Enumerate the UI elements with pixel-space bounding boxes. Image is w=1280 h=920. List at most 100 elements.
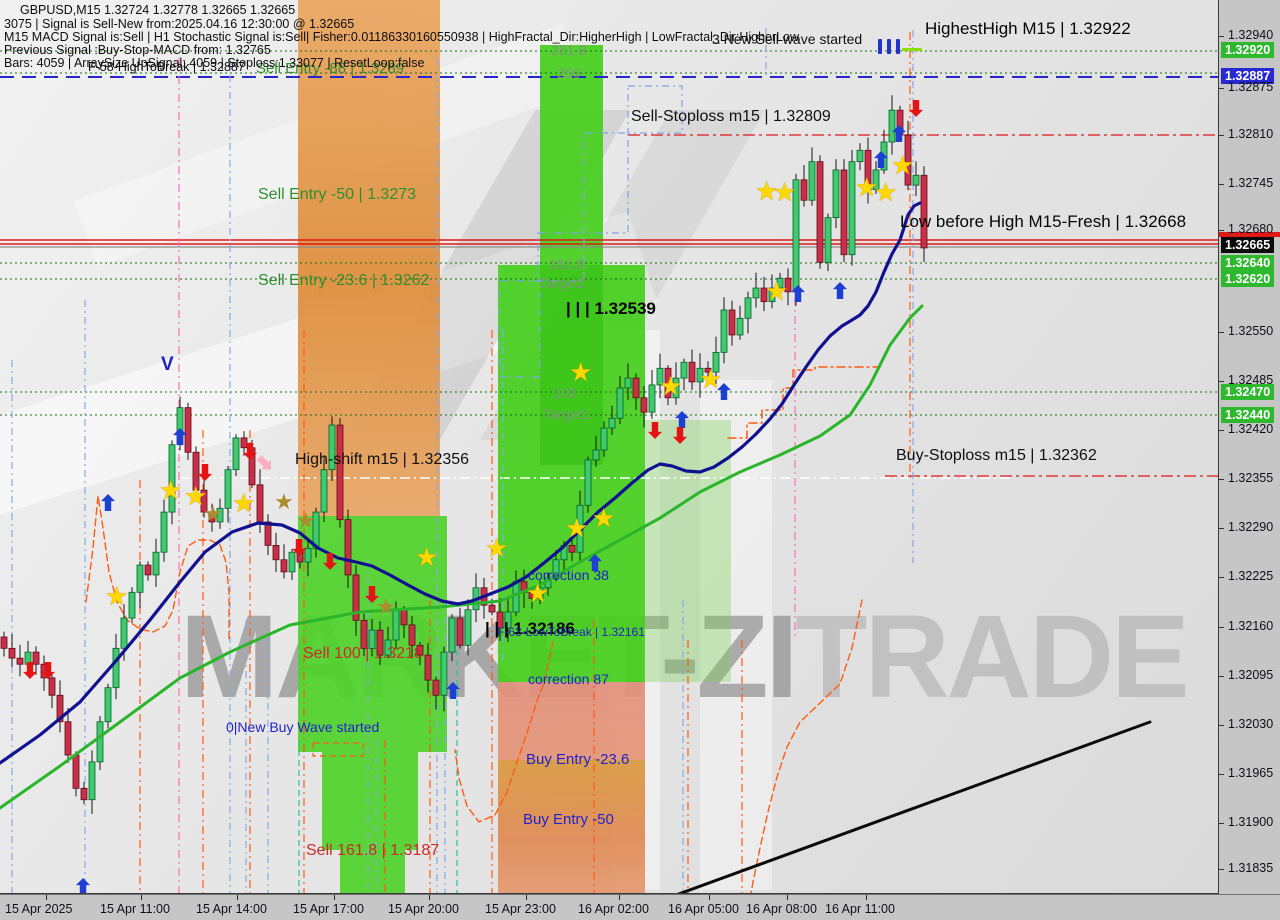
time-tick xyxy=(46,895,47,900)
price-tick xyxy=(1219,381,1224,382)
price-label: 1.32485 xyxy=(1228,373,1274,387)
price-tick xyxy=(1219,676,1224,677)
indicator-header-line-2: M15 MACD Signal is:Sell | H1 Stochastic … xyxy=(4,30,800,44)
candle-bull xyxy=(168,444,176,513)
sell-entry-88-label: Sell Entry -88 | 1.3289 xyxy=(256,60,405,77)
time-label: 15 Apr 11:00 xyxy=(100,902,170,916)
price-label: 1.32290 xyxy=(1228,520,1274,534)
time-axis[interactable]: 15 Apr 2025 15 Apr 11:00 15 Apr 14:00 15 Ap… xyxy=(0,894,1280,920)
high-shift-label: High-shift m15 | 1.32356 xyxy=(295,451,470,468)
candle-bear xyxy=(344,519,352,576)
time-label: 16 Apr 11:00 xyxy=(825,902,895,916)
signal-zone xyxy=(540,45,603,265)
price-label: 1.32875 xyxy=(1228,80,1274,94)
price-tick xyxy=(1219,36,1224,37)
sell-stoploss-label: Sell-Stoploss m15 | 1.32809 xyxy=(631,108,831,125)
candle-bull xyxy=(384,639,392,656)
price-badge-green: 1.32620 xyxy=(1221,271,1275,287)
fib-100-label: 100 xyxy=(553,385,577,401)
candle-bear xyxy=(192,451,200,491)
fib-2618-label: 261.8 xyxy=(551,42,587,58)
fast-ma-line xyxy=(0,201,922,765)
correction-38-label: correction 38 xyxy=(528,567,609,583)
signal-zone xyxy=(498,760,645,893)
price-badge-green: 1.32920 xyxy=(1221,42,1275,58)
candle-bull xyxy=(536,587,544,599)
candle-bull xyxy=(464,609,472,646)
candle-bear xyxy=(80,787,88,801)
signal-zone xyxy=(322,752,418,850)
price-label: 1.32160 xyxy=(1228,619,1274,633)
consolidation-box xyxy=(537,232,585,282)
wave-count-bar-icon xyxy=(878,39,882,54)
candle-bull xyxy=(152,551,160,576)
candle-bull xyxy=(736,317,744,336)
candle-bull xyxy=(856,149,864,163)
time-label: 16 Apr 02:00 xyxy=(578,902,649,916)
candle-bull xyxy=(552,559,560,579)
candle-bear xyxy=(640,397,648,413)
price-label: 1.32420 xyxy=(1228,422,1274,436)
price-tick xyxy=(1219,577,1224,578)
new-buy-wave-label: 0|New Buy Wave started xyxy=(226,719,380,735)
candle-bear xyxy=(432,679,440,696)
signal-zone xyxy=(540,265,603,465)
candle-bull xyxy=(600,427,608,451)
time-tick xyxy=(526,895,527,900)
time-label: 15 Apr 23:00 xyxy=(485,902,556,916)
candle-bull xyxy=(88,761,96,801)
sell-entry-50-label: Sell Entry -50 | 1.3273 xyxy=(258,186,417,203)
candle-bull xyxy=(320,469,328,513)
candle-bull xyxy=(136,564,144,593)
candle-bull xyxy=(96,721,104,763)
candle-bear xyxy=(256,484,264,523)
time-tick xyxy=(429,895,430,900)
price-label: 1.31835 xyxy=(1228,861,1274,875)
price-label: 1.31965 xyxy=(1228,766,1274,780)
trend-line xyxy=(677,720,1152,893)
time-label: 15 Apr 14:00 xyxy=(196,902,267,916)
price-label: 1.32940 xyxy=(1228,28,1274,42)
time-tick xyxy=(787,895,788,900)
price-label: 1.32225 xyxy=(1228,569,1274,583)
candle-bull xyxy=(312,511,320,549)
buy-entry-50-label: Buy Entry -50 xyxy=(523,811,614,828)
price-label: 1.32030 xyxy=(1228,717,1274,731)
candle-bear xyxy=(424,654,432,681)
price-chart-plot[interactable]: MARKET-ZITRADE ★ ★ ★ ★ ★ ★ ★ ★ ★ ★ ★ ★ ★ ★ ★ ★ ★ ★ ★ ★ ★ ★ Se… xyxy=(0,0,1219,894)
candle-bear xyxy=(208,511,216,523)
trail-stop-steps xyxy=(727,366,881,439)
price-label: 1.32355 xyxy=(1228,471,1274,485)
time-tick xyxy=(141,895,142,900)
price-tick xyxy=(1219,725,1224,726)
price-tick xyxy=(1219,774,1224,775)
band-lower-curve xyxy=(85,495,230,641)
candle-bull xyxy=(392,609,400,641)
candle-bear xyxy=(376,629,384,656)
price-badge-black: 1.32665 xyxy=(1221,237,1275,253)
new-sell-wave-label: 3 New Sell wave started xyxy=(712,31,863,47)
candle-bull xyxy=(160,511,168,553)
candle-bull xyxy=(112,647,120,689)
time-label: 15 Apr 20:00 xyxy=(388,902,459,916)
candle-bull xyxy=(648,384,656,413)
time-tick xyxy=(334,895,335,900)
target1-label: Target1 xyxy=(543,406,590,422)
candle-bear xyxy=(760,287,768,303)
price-label: 1.32680 xyxy=(1228,222,1274,236)
candle-bear xyxy=(240,437,248,449)
entry-level-tick-icon xyxy=(902,48,922,51)
price-tick xyxy=(1219,479,1224,480)
sell-entry-236-label: Sell Entry -23.6 | 1.3262 xyxy=(258,272,430,289)
candle-bear xyxy=(664,367,672,399)
candle-bull xyxy=(744,297,752,319)
indicator-header-line-5: F-58-HighToBreak | 1.32887 xyxy=(88,60,245,74)
sell-1618-label: Sell 161.8 | 1.3187 xyxy=(306,842,440,859)
fib-1618-label: 161.8 xyxy=(549,256,585,272)
price-axis[interactable]: 1.32940 1.32920 1.32887 1.32875 1.32810 1.327… xyxy=(1219,0,1280,894)
time-label: 15 Apr 17:00 xyxy=(293,902,364,916)
candle-bull xyxy=(848,161,856,256)
candle-bear xyxy=(704,367,712,373)
price-tick xyxy=(1219,332,1224,333)
indicator-header-line-1: 3075 | Signal is Sell-New from:2025.04.1… xyxy=(4,17,355,31)
